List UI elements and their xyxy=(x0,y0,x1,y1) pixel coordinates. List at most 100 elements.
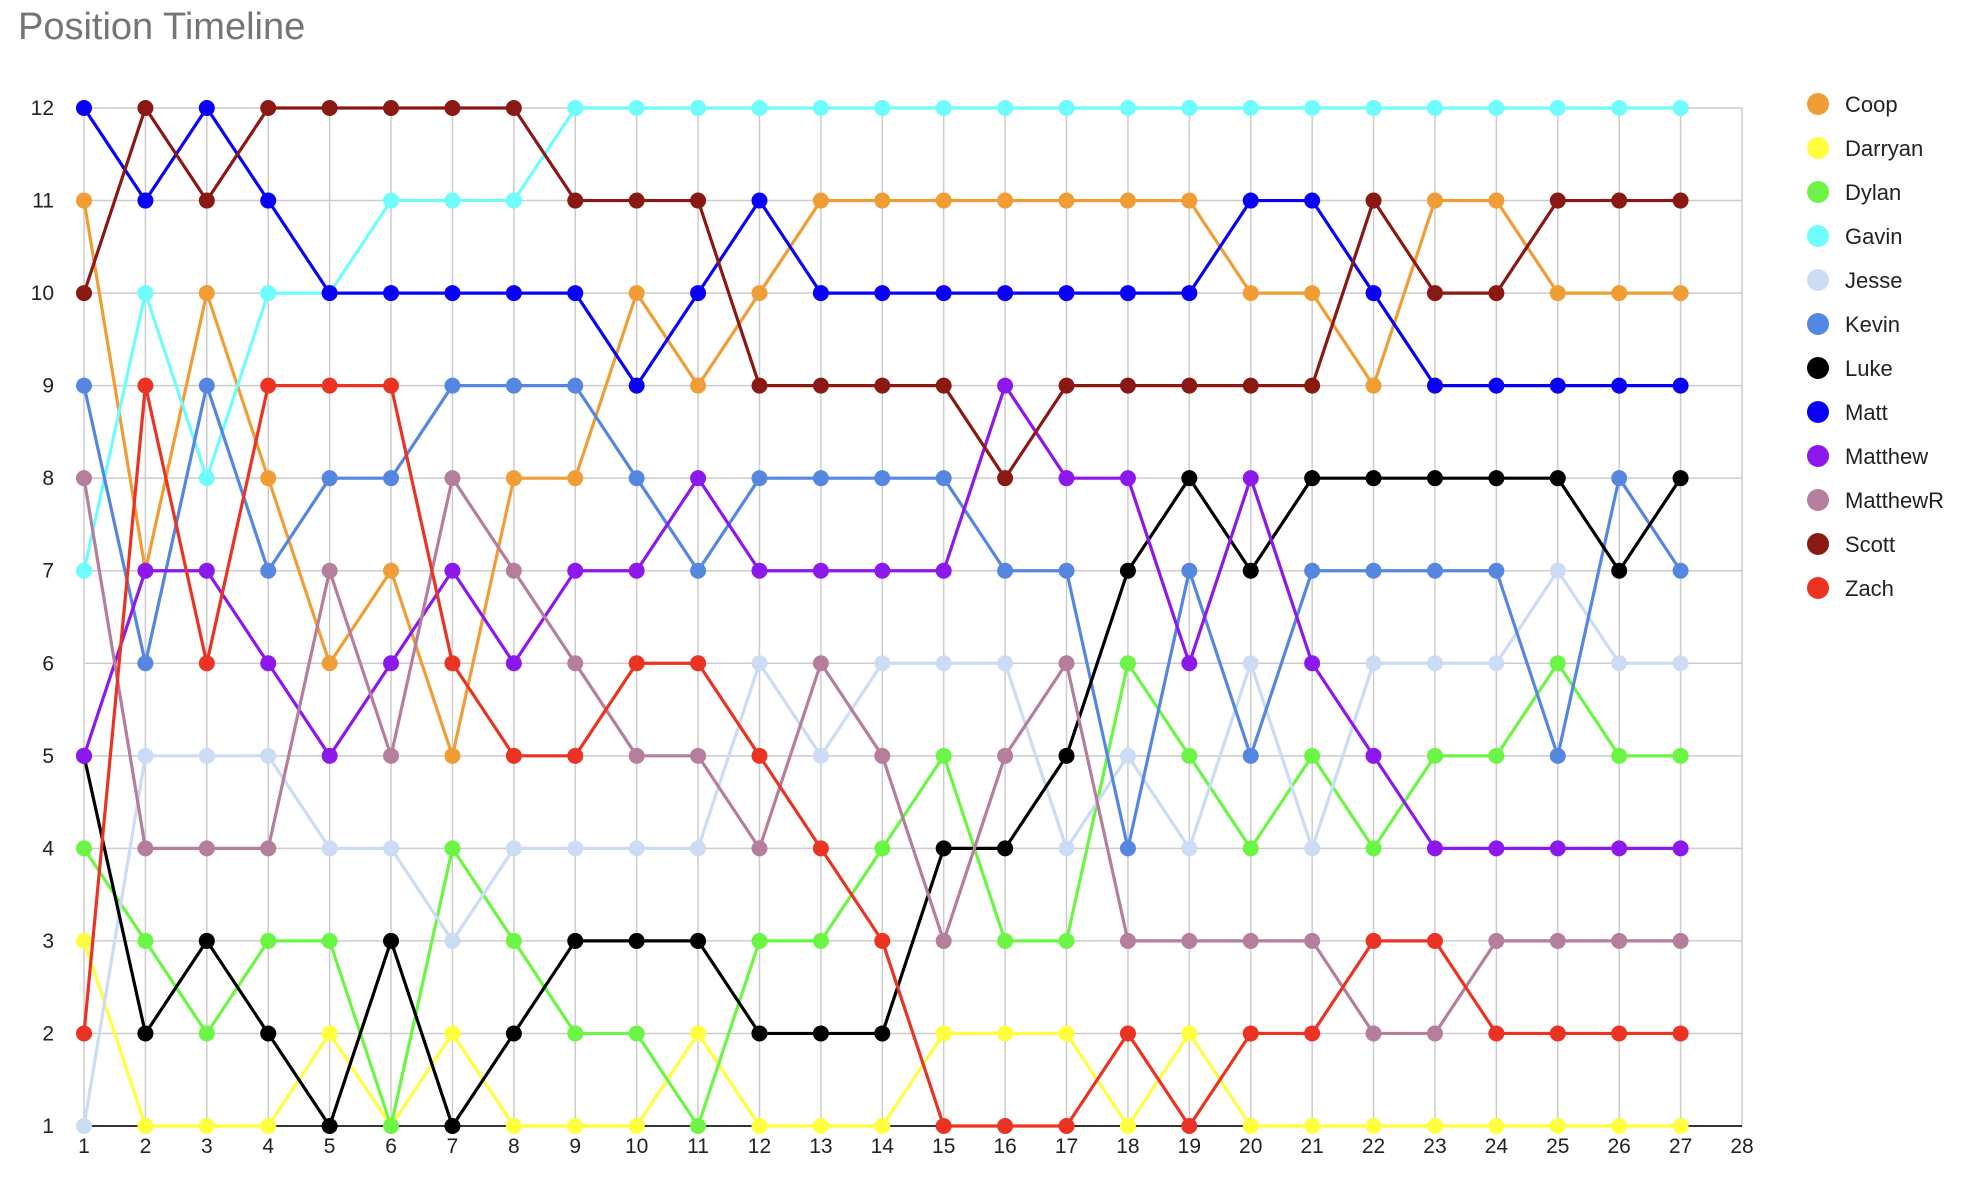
data-point-zach xyxy=(690,655,707,672)
data-point-matthew xyxy=(935,562,952,579)
data-point-gavin xyxy=(1119,100,1136,116)
data-point-darryan xyxy=(1058,1025,1075,1042)
data-point-matthewr xyxy=(1181,932,1198,949)
x-tick-label: 25 xyxy=(1546,1135,1569,1158)
data-point-kevin xyxy=(1488,562,1505,579)
data-point-gavin xyxy=(260,285,277,302)
data-point-dylan xyxy=(1426,747,1443,764)
data-point-scott xyxy=(1611,192,1628,209)
data-point-matthew xyxy=(1549,840,1566,857)
data-point-matthew xyxy=(505,655,522,672)
data-point-luke xyxy=(1611,562,1628,579)
data-point-darryan xyxy=(1181,1025,1198,1042)
data-point-zach xyxy=(137,377,154,394)
data-point-dylan xyxy=(628,1025,645,1042)
data-point-coop xyxy=(1242,285,1259,302)
data-point-kevin xyxy=(1058,562,1075,579)
data-point-darryan xyxy=(812,1118,829,1134)
data-point-scott xyxy=(505,100,522,116)
data-point-kevin xyxy=(812,470,829,487)
data-point-kevin xyxy=(1672,562,1689,579)
data-point-coop xyxy=(1549,285,1566,302)
legend-marker-scott xyxy=(1807,533,1829,555)
data-point-gavin xyxy=(1488,100,1505,116)
data-point-dylan xyxy=(1549,655,1566,672)
data-point-matt xyxy=(997,285,1014,302)
data-point-coop xyxy=(1058,192,1075,209)
data-point-coop xyxy=(76,192,92,209)
data-point-gavin xyxy=(383,192,400,209)
data-point-luke xyxy=(1242,562,1259,579)
data-point-zach xyxy=(1242,1025,1259,1042)
data-point-coop xyxy=(1426,192,1443,209)
data-point-scott xyxy=(1242,377,1259,394)
data-point-scott xyxy=(1304,377,1321,394)
data-point-zach xyxy=(1365,932,1382,949)
data-point-gavin xyxy=(935,100,952,116)
data-point-zach xyxy=(383,377,400,394)
data-point-matt xyxy=(198,100,215,116)
data-point-matt xyxy=(1611,377,1628,394)
data-point-luke xyxy=(1672,470,1689,487)
data-point-jesse xyxy=(874,655,891,672)
data-point-darryan xyxy=(690,1025,707,1042)
data-point-jesse xyxy=(997,655,1014,672)
data-point-gavin xyxy=(1611,100,1628,116)
data-point-gavin xyxy=(628,100,645,116)
x-tick-label: 3 xyxy=(201,1135,213,1158)
data-point-matthewr xyxy=(198,840,215,857)
data-point-luke xyxy=(321,1118,338,1134)
legend-item-matt: Matt xyxy=(1807,400,1888,425)
legend-item-scott: Scott xyxy=(1807,532,1895,557)
data-point-kevin xyxy=(260,562,277,579)
data-point-dylan xyxy=(137,932,154,949)
data-point-coop xyxy=(628,285,645,302)
data-point-matthewr xyxy=(628,747,645,764)
data-point-matthew xyxy=(567,562,584,579)
data-point-kevin xyxy=(76,377,92,394)
data-point-dylan xyxy=(198,1025,215,1042)
data-point-darryan xyxy=(567,1118,584,1134)
data-point-luke xyxy=(198,932,215,949)
legend-item-luke: Luke xyxy=(1807,356,1893,381)
data-point-scott xyxy=(751,377,768,394)
y-tick-label: 5 xyxy=(42,745,54,768)
y-tick-label: 10 xyxy=(31,282,54,305)
data-point-dylan xyxy=(997,932,1014,949)
data-point-dylan xyxy=(1488,747,1505,764)
data-point-jesse xyxy=(260,747,277,764)
x-tick-label: 19 xyxy=(1178,1135,1201,1158)
data-point-jesse xyxy=(1365,655,1382,672)
x-tick-label: 11 xyxy=(687,1135,709,1158)
y-tick-label: 12 xyxy=(31,97,54,120)
data-point-coop xyxy=(383,562,400,579)
data-point-scott xyxy=(690,192,707,209)
data-point-scott xyxy=(935,377,952,394)
data-point-jesse xyxy=(935,655,952,672)
data-point-darryan xyxy=(1549,1118,1566,1134)
data-point-luke xyxy=(751,1025,768,1042)
data-point-matt xyxy=(1304,192,1321,209)
data-point-kevin xyxy=(505,377,522,394)
data-point-gavin xyxy=(874,100,891,116)
data-point-zach xyxy=(76,1025,92,1042)
data-point-matthewr xyxy=(260,840,277,857)
data-point-gavin xyxy=(1242,100,1259,116)
x-tick-label: 22 xyxy=(1362,1135,1385,1158)
data-point-dylan xyxy=(874,840,891,857)
x-tick-label: 13 xyxy=(809,1135,832,1158)
x-tick-label: 10 xyxy=(625,1135,648,1158)
data-point-scott xyxy=(1181,377,1198,394)
data-point-matthew xyxy=(1242,470,1259,487)
data-point-coop xyxy=(198,285,215,302)
data-point-matt xyxy=(567,285,584,302)
x-tick-label: 15 xyxy=(932,1135,955,1158)
data-point-matthewr xyxy=(1549,932,1566,949)
legend-label-scott: Scott xyxy=(1845,532,1895,557)
data-point-kevin xyxy=(1365,562,1382,579)
data-point-darryan xyxy=(1426,1118,1443,1134)
data-point-dylan xyxy=(444,840,461,857)
data-point-coop xyxy=(997,192,1014,209)
